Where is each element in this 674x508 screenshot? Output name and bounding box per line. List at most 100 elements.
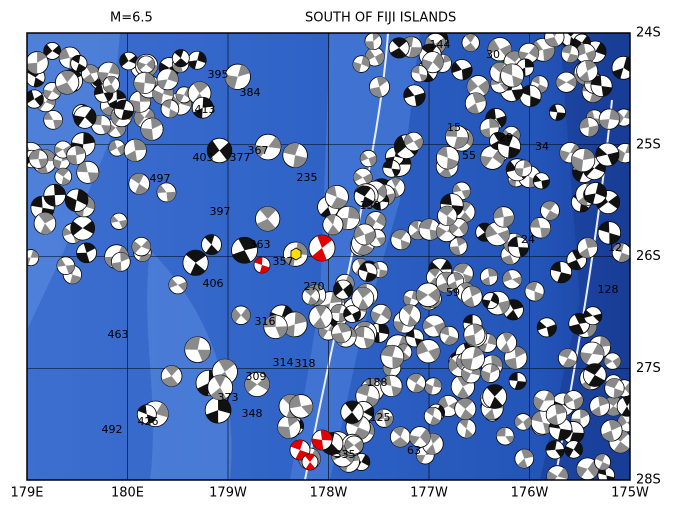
- beachball-quadrant: [514, 380, 527, 390]
- beachball-quadrant: [289, 394, 302, 409]
- x-tick-label: 179W: [209, 486, 247, 501]
- beachball-quadrant: [486, 384, 503, 397]
- beachball-quadrant: [177, 281, 187, 292]
- focal-mechanisms: [27, 33, 630, 480]
- beachball-quadrant: [326, 214, 336, 225]
- beachball-quadrant: [392, 356, 404, 369]
- beachball-quadrant: [37, 51, 47, 63]
- beachball-quadrant: [453, 263, 469, 274]
- beachball-quadrant: [114, 100, 127, 110]
- beachball-quadrant: [382, 159, 394, 169]
- beachball: [64, 188, 89, 212]
- beachball: [344, 435, 364, 455]
- beachball-quadrant: [487, 334, 497, 346]
- beachball-quadrant: [584, 60, 597, 71]
- beachball: [90, 114, 112, 136]
- beachball: [255, 206, 281, 232]
- beachball-quadrant: [472, 346, 484, 359]
- beachball: [201, 234, 222, 256]
- beachball-quadrant: [533, 175, 542, 183]
- beachball-quadrant: [445, 125, 458, 137]
- depth-label: 34: [535, 140, 549, 153]
- beachball-quadrant: [379, 269, 388, 278]
- beachball: [343, 305, 361, 323]
- beachball-quadrant: [514, 416, 524, 428]
- beachball-quadrant: [318, 326, 329, 339]
- beachball-quadrant: [504, 357, 518, 370]
- beachball-quadrant: [601, 430, 615, 442]
- beachball-quadrant: [218, 397, 232, 414]
- beachball-quadrant: [232, 250, 251, 264]
- depth-label: 93: [506, 15, 520, 28]
- beachball-quadrant: [137, 404, 147, 415]
- beachball-quadrant: [524, 58, 534, 68]
- beachball-quadrant: [87, 172, 99, 183]
- beachball-quadrant: [502, 270, 513, 283]
- beachball: [445, 125, 469, 149]
- beachball-quadrant: [53, 158, 62, 170]
- beachball-quadrant: [501, 254, 515, 265]
- beachball: [529, 217, 552, 239]
- beachball-quadrant: [353, 172, 363, 182]
- beachball-quadrant: [137, 61, 147, 71]
- beachball: [536, 317, 557, 338]
- beachball: [555, 71, 577, 93]
- beachball-quadrant: [144, 109, 155, 119]
- beachball-quadrant: [467, 78, 479, 93]
- beachball: [464, 92, 487, 115]
- beachball: [43, 42, 62, 60]
- beachball-quadrant: [480, 127, 491, 138]
- beachball-quadrant: [430, 416, 441, 425]
- beachball-quadrant: [555, 448, 565, 458]
- shallow-area: [147, 250, 232, 480]
- beachball-quadrant: [411, 65, 420, 74]
- x-tick-label: 178W: [310, 486, 348, 501]
- beachball: [454, 397, 477, 420]
- beachball-quadrant: [108, 62, 120, 75]
- beachball-quadrant: [374, 409, 385, 421]
- depth-label: 492: [102, 423, 123, 436]
- beachball-quadrant: [356, 287, 372, 299]
- beachball-quadrant: [256, 218, 276, 231]
- beachball-quadrant: [380, 305, 392, 321]
- beachball: [557, 348, 578, 368]
- beachball-quadrant: [595, 42, 607, 56]
- beachball-quadrant: [419, 218, 433, 230]
- beachball: [493, 206, 515, 228]
- beachball: [160, 99, 180, 119]
- beachball-quadrant: [604, 357, 613, 366]
- beachball-quadrant: [595, 453, 606, 462]
- beachball-quadrant: [374, 52, 385, 66]
- beachball-quadrant: [458, 221, 468, 236]
- beachball-quadrant: [75, 145, 86, 156]
- beachball: [461, 33, 480, 52]
- beachball-quadrant: [444, 335, 459, 345]
- beachball-quadrant: [413, 137, 424, 150]
- beachball: [577, 237, 598, 259]
- beachball: [406, 373, 426, 393]
- beachball: [382, 159, 401, 178]
- x-tick-label: 176W: [511, 486, 549, 501]
- beachball-quadrant: [567, 259, 582, 270]
- depth-label: 406: [203, 277, 224, 290]
- beachball-quadrant: [33, 77, 44, 87]
- beachball-quadrant: [38, 212, 55, 224]
- beachball-quadrant: [43, 195, 56, 207]
- beachball-quadrant: [580, 409, 590, 419]
- beachball: [81, 64, 100, 84]
- beachball: [351, 286, 375, 310]
- depth-label: 348: [242, 407, 263, 420]
- beachball: [113, 99, 134, 120]
- beachball: [563, 390, 584, 410]
- beachball: [461, 363, 481, 384]
- y-tick-label: 27S: [636, 361, 661, 376]
- beachball-quadrant: [436, 226, 447, 239]
- beachball-quadrant: [562, 358, 577, 368]
- beachball: [544, 33, 565, 48]
- x-tick-label: 175W: [611, 486, 649, 501]
- beachball-quadrant: [495, 115, 507, 128]
- beachball-quadrant: [448, 281, 458, 290]
- depth-label: 24: [521, 233, 535, 246]
- beachball-quadrant: [472, 92, 486, 104]
- beachball: [415, 282, 441, 308]
